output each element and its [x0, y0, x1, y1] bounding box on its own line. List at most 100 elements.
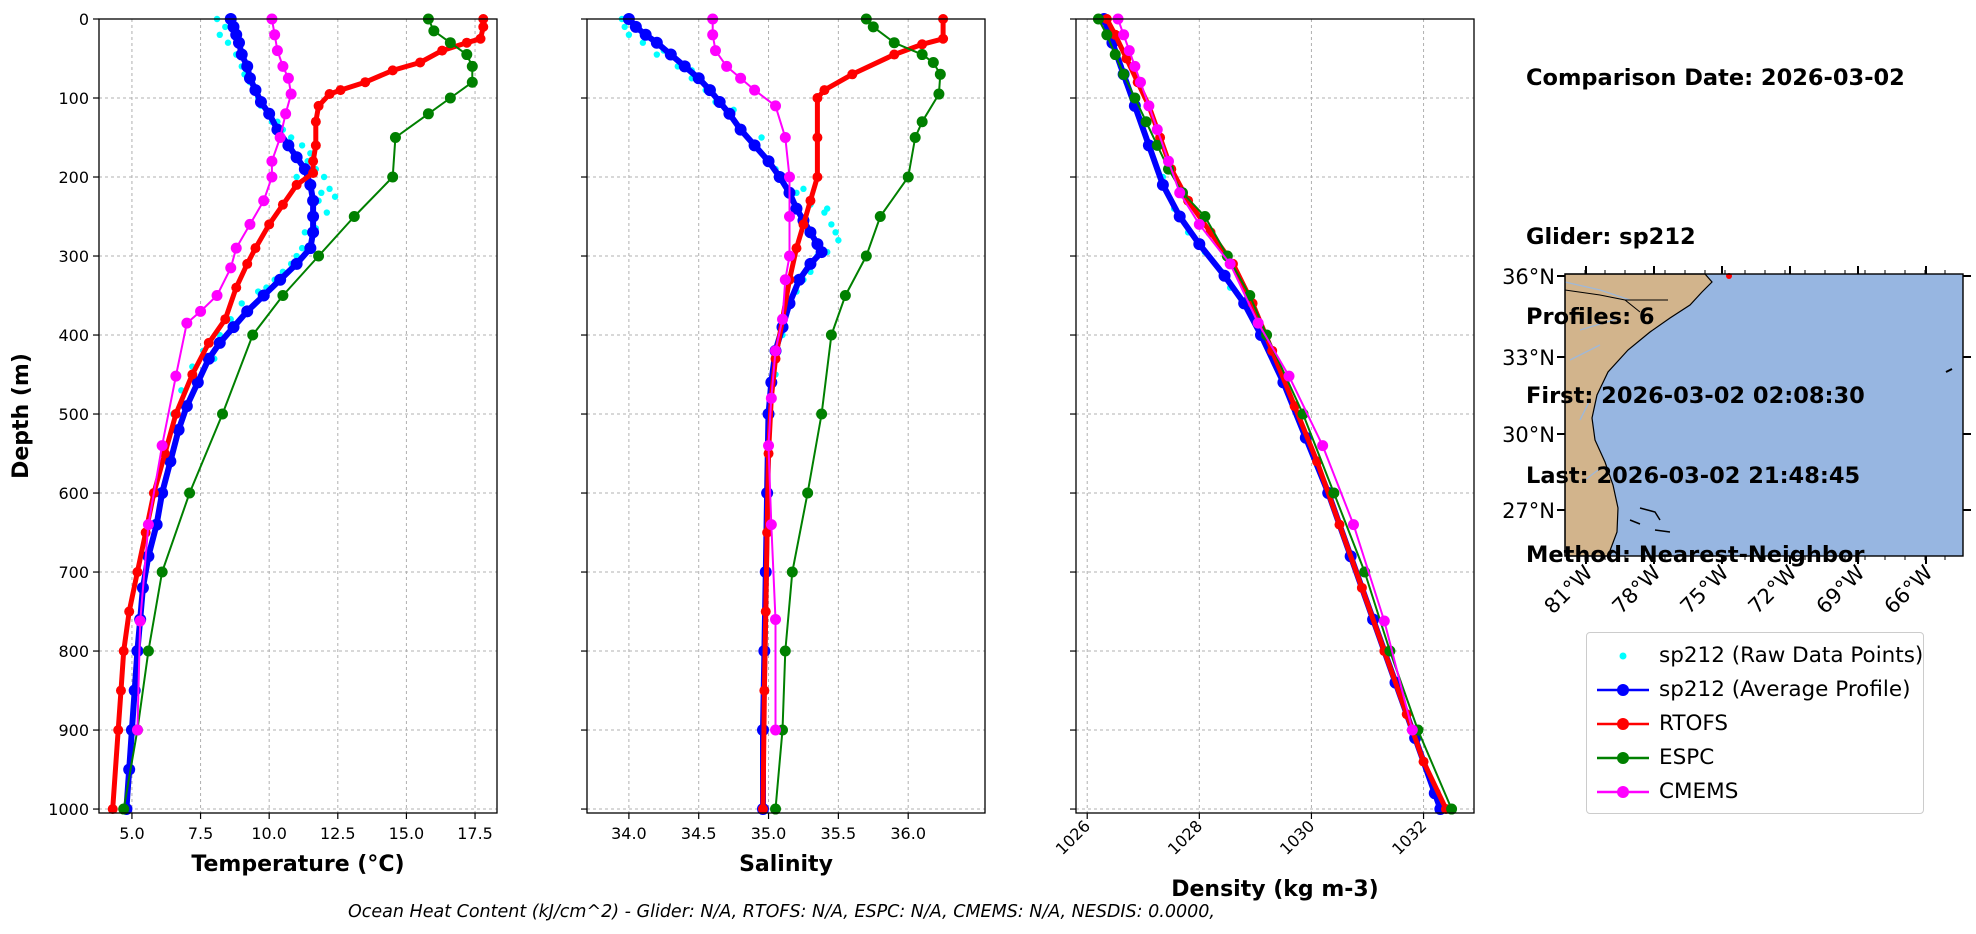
series-marker [280, 108, 292, 120]
series-marker [123, 763, 136, 776]
series-marker [113, 725, 124, 736]
series-marker [783, 250, 795, 262]
series-marker [461, 49, 473, 61]
series-marker [181, 317, 193, 329]
profile-count: Profiles: 6 [1526, 303, 1655, 330]
legend: sp212 (Raw Data Points) sp212 (Average Pr… [1586, 632, 1924, 814]
lat-label: 30°N [1502, 423, 1555, 447]
series-marker [444, 37, 456, 49]
series-marker [142, 645, 154, 657]
series-marker [933, 88, 945, 100]
series-marker [1142, 139, 1155, 152]
series-marker [917, 39, 928, 50]
series-marker [770, 724, 782, 736]
series-espc [770, 13, 946, 815]
y-tick-label: 400 [58, 326, 89, 345]
raw-data-point [323, 209, 331, 216]
legend-item: sp212 (Average Profile) [1587, 673, 1923, 707]
series-marker [244, 218, 256, 230]
series-marker [290, 257, 303, 270]
series-marker [271, 45, 283, 57]
legend-marker [1617, 786, 1629, 798]
series-marker [437, 45, 448, 56]
raw-data-point [216, 31, 223, 39]
y-tick-label: 300 [58, 247, 89, 266]
legend-item: RTOFS [1587, 707, 1923, 741]
series-marker [1129, 60, 1141, 72]
series-marker [310, 140, 321, 151]
series-marker [779, 274, 791, 286]
series-marker [723, 107, 736, 120]
y-tick-label: 600 [58, 484, 89, 503]
series-marker [734, 123, 747, 136]
legend-item: sp212 (Raw Data Points) [1587, 639, 1923, 673]
series-marker [825, 329, 837, 341]
series-marker [839, 290, 851, 302]
series-line [1117, 18, 1414, 731]
series-marker [180, 400, 193, 413]
x-axis-label: Density (kg m-3) [1171, 877, 1379, 902]
series-marker [916, 49, 928, 61]
raw-data-point [318, 189, 325, 197]
series-marker [902, 171, 914, 183]
series-marker [290, 151, 303, 164]
series-marker [213, 336, 226, 349]
y-tick-label: 1000 [48, 800, 89, 819]
series-marker [313, 250, 325, 262]
legend-label: sp212 (Average Profile) [1659, 677, 1911, 702]
glider-name: Glider: sp212 [1526, 224, 1696, 250]
series-marker [692, 72, 705, 85]
series-marker [241, 60, 254, 73]
legend-marker [1617, 752, 1629, 764]
series-marker [310, 116, 321, 127]
panel-1: 0 100 200 300 400 500 600 700 800 900 1000 5.0 7.5 10… [9, 10, 498, 877]
series-marker [142, 550, 155, 563]
raw-data-point [832, 229, 839, 236]
raw-data-point [828, 221, 835, 228]
series-marker [428, 25, 440, 37]
series-marker [422, 108, 434, 120]
series-marker [202, 352, 215, 365]
lat-label: 27°N [1502, 499, 1555, 523]
series-marker [124, 606, 135, 617]
series-marker [777, 313, 789, 325]
series-marker [1356, 582, 1367, 593]
series-marker [203, 337, 214, 348]
raw-data-point [320, 173, 328, 181]
series-marker [703, 84, 716, 97]
series-marker [132, 567, 143, 578]
x-tick-label: 12.5 [320, 824, 356, 843]
series-marker [291, 179, 302, 190]
series-marker [172, 423, 185, 436]
series-marker [678, 60, 691, 73]
y-tick-label: 100 [58, 89, 89, 108]
x-tick-label: 34.0 [611, 824, 647, 843]
series-marker [1156, 178, 1169, 191]
series-marker [142, 519, 154, 531]
series-marker [324, 89, 335, 100]
series-marker [263, 107, 276, 120]
rivers [1564, 281, 1631, 481]
series-marker [170, 409, 181, 420]
raw-data-point [653, 51, 661, 58]
y-tick-label: 900 [58, 721, 89, 740]
series-marker [1109, 49, 1121, 61]
series-marker [1283, 370, 1295, 382]
series-marker [444, 92, 456, 104]
series-marker [804, 226, 817, 239]
series-marker [760, 606, 771, 617]
series-marker [759, 685, 770, 696]
series-marker [304, 178, 317, 191]
bermuda [1945, 368, 1953, 373]
series-marker [874, 211, 886, 223]
panel-3: 1026 1028 1030 1032 Density (kg m-3) [1052, 13, 1475, 902]
series-marker [763, 440, 775, 452]
series-marker [1110, 29, 1121, 40]
legend-label: CMEMS [1659, 779, 1739, 804]
series-marker [266, 155, 278, 167]
raw-data-point [625, 31, 633, 39]
series-marker [860, 250, 872, 262]
series-marker [1151, 124, 1163, 136]
series-marker [227, 321, 240, 334]
series-marker [816, 408, 828, 420]
